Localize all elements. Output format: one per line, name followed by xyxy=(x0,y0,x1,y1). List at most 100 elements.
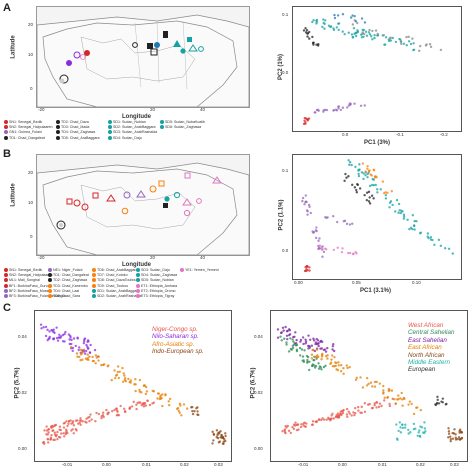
legend-item: SD6: Sudan_Zaghawa xyxy=(160,125,201,130)
scatter-point xyxy=(311,35,314,39)
scatter-point xyxy=(399,431,403,434)
scatter-point xyxy=(339,108,343,112)
scatter-point xyxy=(94,354,98,357)
scatter-point xyxy=(376,32,379,36)
legend-marker xyxy=(4,288,8,293)
panel-letter-c: C xyxy=(3,302,11,314)
scatter-point xyxy=(308,266,311,269)
panel-letter-b: B xyxy=(3,148,11,160)
scatter-point xyxy=(317,244,320,248)
scatter-point xyxy=(373,380,377,384)
scatter-point xyxy=(59,432,63,435)
scatter-point xyxy=(436,395,439,399)
scatter-point xyxy=(300,348,304,351)
scatter-point xyxy=(387,387,391,391)
scatter-point xyxy=(325,418,328,421)
scatter-point xyxy=(452,432,456,435)
scatter-point xyxy=(79,348,83,352)
scatter-point xyxy=(357,168,360,172)
scatter-point xyxy=(97,355,100,358)
scatter-point xyxy=(360,405,363,409)
scatter-point xyxy=(403,397,406,401)
scatter-point xyxy=(321,25,324,29)
scatter-point xyxy=(167,403,171,407)
legend-item: TD7: Chad_Kotoko xyxy=(92,273,128,278)
group-label: Niger-Congo sp. xyxy=(152,326,198,333)
scatter-point xyxy=(390,389,394,392)
scatter-point xyxy=(401,404,404,407)
scatter-point xyxy=(357,174,361,178)
scatter-point xyxy=(315,20,319,24)
scatter-point xyxy=(437,402,441,405)
scatter-point xyxy=(283,428,287,431)
scatter-point xyxy=(371,177,374,181)
scatter-point xyxy=(292,427,296,431)
scatter-point xyxy=(224,432,227,435)
scatter-point xyxy=(380,404,383,408)
legend-text: SD4: Sudan_Daju xyxy=(113,135,142,140)
scatter-point xyxy=(391,203,394,207)
scatter-point xyxy=(447,247,451,250)
scatter-point xyxy=(306,35,309,38)
scatter-point xyxy=(322,250,326,254)
pca-c-left-xtick: 0.00 xyxy=(102,462,111,467)
scatter-point xyxy=(294,421,297,424)
scatter-point xyxy=(276,336,280,339)
pca-c-right-plot xyxy=(270,310,468,462)
scatter-point xyxy=(367,190,371,194)
scatter-point xyxy=(134,377,137,381)
scatter-point xyxy=(291,338,294,341)
scatter-point xyxy=(364,30,368,33)
scatter-point xyxy=(348,163,351,166)
scatter-point xyxy=(51,429,54,433)
scatter-point xyxy=(375,401,378,404)
scatter-point xyxy=(77,348,80,352)
scatter-point xyxy=(220,434,223,437)
legend-item: SD4: Sudan_Daju xyxy=(108,136,142,141)
scatter-point xyxy=(441,401,444,404)
scatter-point xyxy=(416,434,419,437)
scatter-point xyxy=(325,216,328,220)
scatter-point xyxy=(348,160,352,164)
scatter-point xyxy=(55,433,58,437)
scatter-point xyxy=(211,442,214,445)
scatter-point xyxy=(326,346,329,350)
scatter-point xyxy=(414,427,417,430)
pca-c-right-ytick: 0.04 xyxy=(254,334,263,339)
scatter-point xyxy=(398,421,402,424)
scatter-point xyxy=(311,20,314,24)
pca-a-xlabel: PC1 (3%) xyxy=(364,140,391,146)
scatter-point xyxy=(363,410,367,414)
scatter-point xyxy=(196,413,199,416)
scatter-point xyxy=(46,441,50,444)
scatter-point xyxy=(318,365,322,368)
scatter-point xyxy=(191,412,195,416)
scatter-point xyxy=(429,45,433,49)
scatter-point xyxy=(335,26,339,29)
scatter-point xyxy=(399,211,403,215)
scatter-point xyxy=(320,418,323,422)
scatter-point xyxy=(288,329,292,332)
map-a-xtick: 20 xyxy=(150,107,156,112)
legend-item: TD8: Chad_DazaToubou xyxy=(92,278,137,283)
scatter-point xyxy=(439,244,443,248)
legend-text: SD2: Sudan_ArabRashaida xyxy=(97,294,142,298)
scatter-point xyxy=(62,432,65,435)
scatter-point xyxy=(428,43,432,46)
scatter-point xyxy=(418,49,421,53)
scatter-point xyxy=(423,421,426,424)
scatter-point xyxy=(397,211,400,214)
scatter-point xyxy=(321,245,325,248)
scatter-point xyxy=(115,407,118,410)
pca-b-xtick: 0.05 xyxy=(352,280,361,285)
pca-b-ylabel: PC2 (1.1%) xyxy=(278,199,285,231)
scatter-point xyxy=(79,359,82,362)
scatter-point xyxy=(76,355,79,358)
scatter-point xyxy=(447,436,450,439)
pca-c-left-plot xyxy=(34,310,232,462)
scatter-point xyxy=(307,344,310,348)
scatter-point xyxy=(140,391,143,394)
scatter-point xyxy=(308,37,311,40)
scatter-point xyxy=(351,14,354,17)
scatter-point xyxy=(453,428,456,431)
